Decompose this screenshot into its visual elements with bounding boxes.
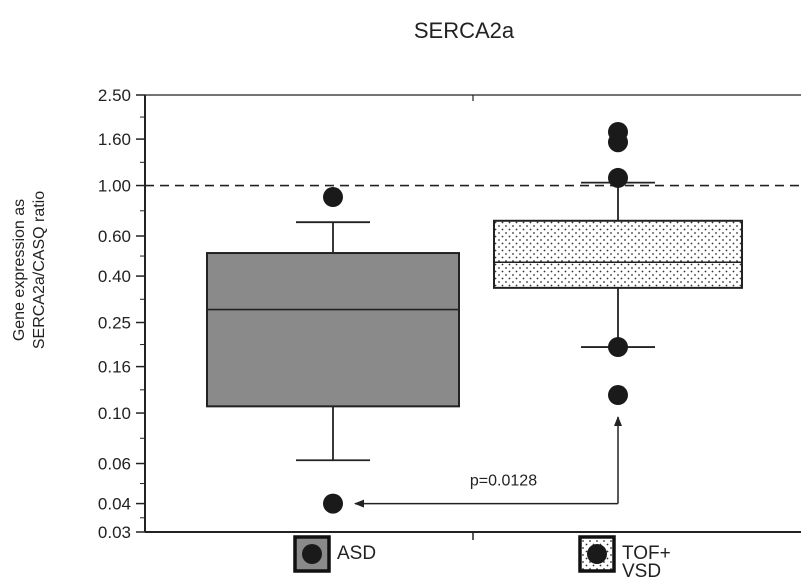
y-tick-label: 1.60 [98, 130, 131, 149]
y-tick-label: 0.04 [98, 495, 131, 514]
y-tick-label: 0.40 [98, 267, 131, 286]
group-1-outlier-point [323, 493, 343, 514]
legend-2-label-line1: TOF+ [622, 543, 671, 564]
chart-title: SERCA2a [414, 18, 515, 43]
legend-1-label-line1: ASD [337, 543, 376, 564]
annotation-label: p=0.0128 [470, 473, 537, 490]
y-tick-label: 0.60 [98, 227, 131, 246]
group-2-outlier-point [608, 337, 628, 358]
y-axis-label-line2: SERCA2a/CASQ ratio [31, 191, 48, 349]
group-2-outlier-point [608, 385, 628, 406]
y-tick-label: 0.25 [98, 314, 131, 333]
legend-1-marker [302, 544, 322, 564]
group-2-outlier-point [608, 167, 628, 188]
y-tick-label: 0.10 [98, 404, 131, 423]
y-tick-label: 0.03 [98, 523, 131, 542]
y-tick-label: 0.16 [98, 358, 131, 377]
legend-2-label-line2: VSD [622, 561, 661, 577]
legend: ASD TOF+VSD [293, 535, 671, 577]
group-1-outlier-point [323, 187, 343, 208]
y-tick-label: 0.06 [98, 455, 131, 474]
group-2-outlier-point [608, 121, 628, 142]
y-tick-label: 1.00 [98, 177, 131, 196]
y-tick-label: 2.50 [98, 86, 131, 105]
y-axis-label: Gene expression as SERCA2a/CASQ ratio [11, 191, 48, 349]
y-axis-label-line1: Gene expression as [11, 199, 28, 341]
group-1-box [206, 252, 460, 408]
plot-area: 0.03 0.04 0.06 0.10 0.16 0.25 0.40 0.60 1.00 1.60… [98, 86, 801, 542]
group-2-box [493, 219, 743, 289]
legend-2-marker [587, 544, 607, 564]
